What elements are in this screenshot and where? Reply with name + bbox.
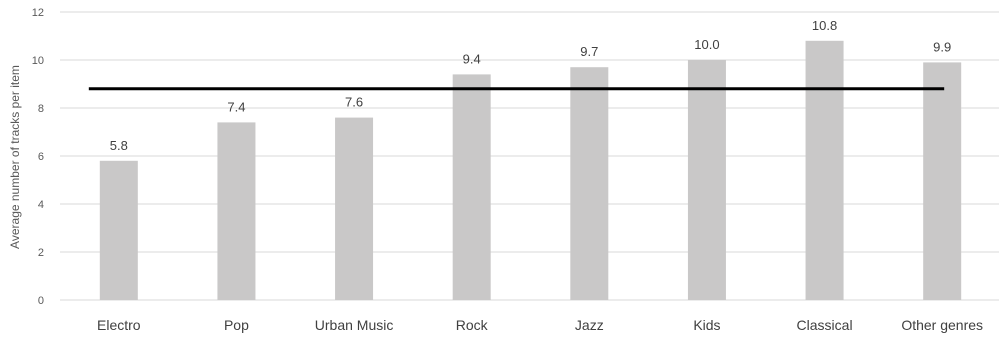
y-axis-ticks: 0 2 4 6 8 10 12 bbox=[32, 7, 44, 307]
bars bbox=[99, 40, 962, 301]
y-tick-label: 4 bbox=[38, 199, 44, 211]
bar bbox=[687, 60, 726, 300]
data-labels: 5.8 7.4 7.6 9.4 9.7 10.0 10.8 9.9 bbox=[110, 18, 951, 153]
category-label: Electro bbox=[97, 317, 141, 333]
bar bbox=[570, 67, 609, 300]
x-axis-categories: Electro Pop Urban Music Rock Jazz Kids Classic… bbox=[97, 317, 983, 333]
category-label: Classical bbox=[797, 317, 853, 333]
category-label: Urban Music bbox=[315, 317, 394, 333]
bar bbox=[99, 160, 138, 300]
category-label: Other genres bbox=[901, 317, 983, 333]
bar bbox=[335, 117, 374, 300]
y-tick-label: 6 bbox=[38, 151, 44, 163]
y-axis-title: Average number of tracks per item bbox=[8, 65, 22, 249]
data-label: 10.0 bbox=[694, 37, 719, 52]
y-tick-label: 0 bbox=[38, 295, 44, 307]
data-label: 10.8 bbox=[812, 18, 837, 33]
y-tick-label: 2 bbox=[38, 247, 44, 259]
data-label: 9.7 bbox=[580, 44, 598, 59]
data-label: 7.6 bbox=[345, 95, 363, 110]
bar bbox=[452, 74, 491, 301]
category-label: Jazz bbox=[575, 317, 604, 333]
data-label: 9.9 bbox=[933, 39, 951, 54]
data-label: 9.4 bbox=[463, 51, 481, 66]
y-tick-label: 8 bbox=[38, 103, 44, 115]
bar bbox=[923, 62, 962, 301]
data-label: 5.8 bbox=[110, 138, 128, 153]
category-label: Kids bbox=[693, 317, 720, 333]
bar bbox=[217, 122, 256, 301]
bar bbox=[805, 40, 844, 301]
category-label: Pop bbox=[224, 317, 249, 333]
y-tick-label: 10 bbox=[32, 55, 44, 67]
y-tick-label: 12 bbox=[32, 7, 44, 19]
category-label: Rock bbox=[456, 317, 489, 333]
gridlines bbox=[60, 11, 999, 301]
data-label: 7.4 bbox=[227, 99, 245, 114]
